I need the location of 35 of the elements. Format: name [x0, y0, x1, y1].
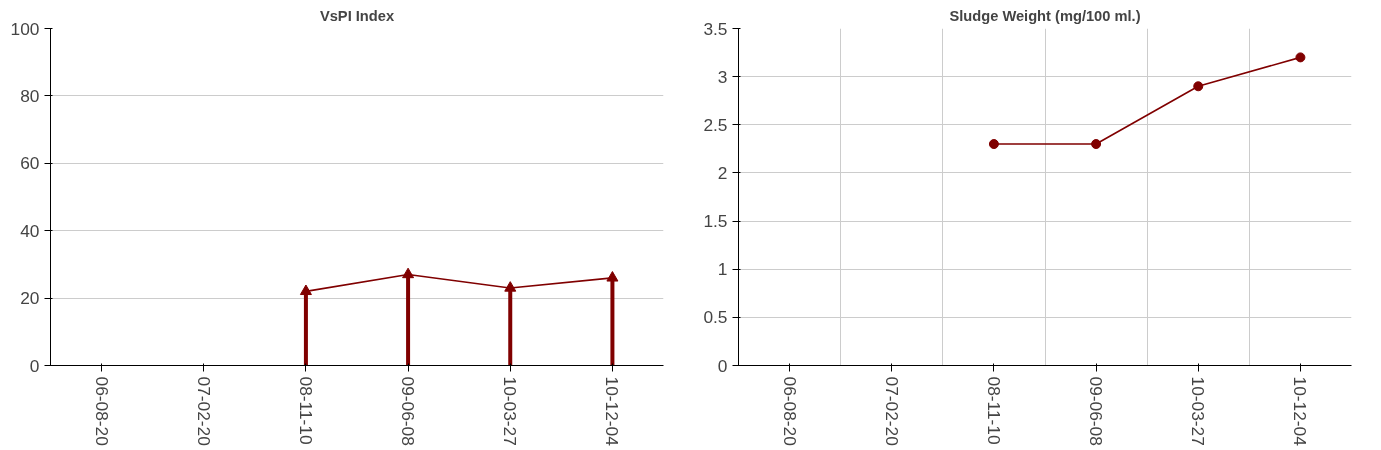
y-tick-label: 80 [20, 85, 40, 106]
point [1295, 52, 1306, 63]
chart-title: VsPI Index [319, 7, 395, 24]
y-tick-label: 3 [717, 66, 728, 87]
x-tick-label: 10-03-27 [1188, 376, 1209, 446]
point [988, 139, 999, 150]
x-tick-label: 09-06-08 [398, 376, 419, 446]
x-tick-label: 07-02-20 [881, 376, 902, 446]
y-tick-label: 3.5 [703, 18, 728, 39]
x-tick-label: 10-03-27 [500, 376, 521, 446]
point [1091, 139, 1102, 150]
y-tick-label: 0 [29, 355, 40, 376]
y-tick-label: 20 [20, 288, 40, 309]
y-tick-label: 0 [717, 355, 728, 376]
x-tick-label: 07-02-20 [193, 376, 214, 446]
y-tick-label: 1.5 [703, 211, 728, 232]
x-tick-label: 10-12-04 [602, 376, 623, 447]
y-tick-label: 40 [20, 220, 40, 241]
point [299, 284, 312, 296]
point [606, 271, 619, 282]
chart-title: Sludge Weight (mg/100 ml.) [949, 7, 1141, 24]
y-tick-label: 2.5 [703, 114, 728, 135]
x-tick-label: 08-11-10 [983, 376, 1004, 445]
y-tick-label: 60 [20, 153, 40, 174]
y-tick-label: 0.5 [703, 307, 728, 328]
point [1193, 81, 1204, 92]
x-tick-label: 06-08-20 [91, 376, 112, 446]
x-tick-label: 10-12-04 [1290, 376, 1311, 447]
y-tick-label: 1 [717, 259, 728, 280]
point [504, 281, 517, 292]
x-tick-label: 06-08-20 [779, 376, 800, 446]
y-tick-label: 100 [10, 18, 40, 39]
x-tick-label: 08-11-10 [295, 376, 316, 445]
y-tick-label: 2 [717, 162, 728, 183]
x-tick-label: 09-06-08 [1086, 376, 1107, 446]
